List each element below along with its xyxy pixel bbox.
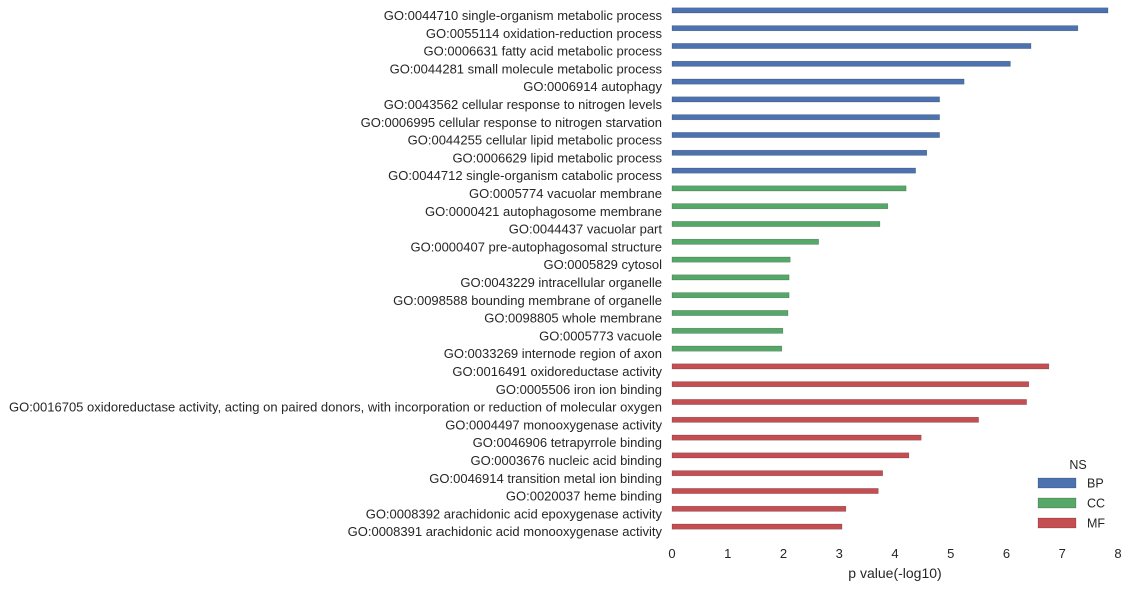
bar-cc: [671, 185, 907, 192]
category-label: GO:0005829 cytosol: [543, 257, 662, 272]
category-label: GO:0046914 transition metal ion binding: [429, 471, 662, 486]
category-label: GO:0044255 cellular lipid metabolic proc…: [408, 133, 663, 148]
x-axis-label: p value(-log10): [848, 565, 941, 581]
category-labels: GO:0044710 single-organism metabolic pro…: [9, 8, 663, 539]
category-label: GO:0000421 autophagosome membrane: [425, 204, 662, 219]
category-label: GO:0046906 tetrapyrrole binding: [473, 435, 662, 450]
legend-swatch-mf: [1037, 517, 1077, 529]
legend-title: NS: [1069, 458, 1086, 472]
bar-mf: [671, 399, 1027, 405]
bar-bp: [671, 25, 1079, 32]
category-label: GO:0043562 cellular response to nitrogen…: [384, 97, 663, 112]
legend-swatch-bp: [1037, 477, 1077, 489]
bar-mf: [671, 434, 922, 441]
legend-swatch-cc: [1037, 497, 1077, 509]
category-label: GO:0044712 single-organism catabolic pro…: [388, 168, 662, 183]
category-label: GO:0098805 whole membrane: [484, 311, 662, 326]
bar-mf: [671, 488, 879, 494]
bar-bp: [671, 167, 916, 174]
category-label: GO:0098588 bounding membrane of organell…: [393, 293, 662, 308]
bar-bp: [671, 96, 940, 103]
bar-mf: [671, 452, 910, 459]
bar-bp: [671, 149, 928, 156]
bar-cc: [671, 274, 790, 281]
legend-label-bp: BP: [1087, 477, 1104, 491]
x-tick-label: 7: [1059, 546, 1066, 561]
bar-cc: [671, 292, 790, 299]
category-label: GO:0020037 heme binding: [506, 489, 662, 504]
bar-cc: [671, 203, 889, 210]
category-label: GO:0005774 vacuolar membrane: [469, 186, 662, 201]
category-label: GO:0044437 vacuolar part: [509, 222, 663, 237]
category-label: GO:0004497 monooxygenase activity: [445, 417, 662, 432]
category-label: GO:0006914 autophagy: [523, 79, 662, 94]
category-label: GO:0008392 arachidonic acid epoxygenase …: [366, 506, 663, 521]
bar-cc: [671, 238, 819, 245]
bar-bp: [671, 7, 1109, 14]
category-label: GO:0008391 arachidonic acid monooxygenas…: [348, 524, 663, 539]
category-label: GO:0044710 single-organism metabolic pro…: [384, 8, 663, 23]
x-tick-label: 6: [1003, 546, 1010, 561]
legend-entries: BP CC MF: [1037, 477, 1105, 531]
category-label: GO:0043229 intracellular organelle: [460, 275, 662, 290]
category-label: GO:0003676 nucleic acid binding: [470, 453, 662, 468]
x-tick-label: 0: [668, 546, 675, 561]
bar-cc: [671, 221, 881, 227]
category-label: GO:0016705 oxidoreductase activity, acti…: [9, 400, 662, 415]
bar-cc: [671, 345, 783, 352]
legend-label-mf: MF: [1087, 517, 1105, 531]
category-label: GO:0055114 oxidation-reduction process: [426, 26, 663, 41]
x-tick-label: 8: [1114, 546, 1121, 561]
bar-mf: [671, 470, 883, 477]
bar-bp: [671, 60, 1011, 67]
bar-bp: [671, 132, 940, 138]
legend: NS BP CC MF: [1037, 458, 1105, 531]
bar-bp: [671, 43, 1032, 49]
bar-bp: [671, 78, 965, 85]
category-label: GO:0006629 lipid metabolic process: [452, 150, 662, 165]
bar-mf: [671, 505, 847, 512]
category-label: GO:0006631 fatty acid metabolic process: [424, 44, 663, 59]
bars-layer: [671, 7, 1109, 530]
category-label: GO:0033269 internode region of axon: [444, 346, 662, 361]
x-tick-label: 5: [947, 546, 954, 561]
bar-cc: [671, 327, 784, 334]
category-label: GO:0000407 pre-autophagosomal structure: [411, 239, 663, 254]
bar-bp: [671, 114, 940, 121]
bar-mf: [671, 523, 843, 530]
category-label: GO:0044281 small molecule metabolic proc…: [390, 61, 663, 76]
category-label: GO:0005773 vacuole: [539, 328, 662, 343]
x-tick-label: 2: [780, 546, 787, 561]
x-tick-label: 1: [724, 546, 731, 561]
legend-label-cc: CC: [1087, 497, 1105, 511]
bar-mf: [671, 363, 1050, 370]
bar-cc: [671, 310, 789, 316]
category-label: GO:0005506 iron ion binding: [496, 382, 662, 397]
x-tick-label: 3: [836, 546, 843, 561]
bar-mf: [671, 381, 1030, 388]
category-label: GO:0006995 cellular response to nitrogen…: [361, 115, 662, 130]
x-tick-label: 4: [891, 546, 898, 561]
bar-mf: [671, 416, 979, 423]
x-axis-ticks: 0 1 2 3 4 5 6 7 8: [668, 546, 1121, 561]
bar-cc: [671, 256, 791, 263]
category-label: GO:0016491 oxidoreductase activity: [452, 364, 662, 379]
